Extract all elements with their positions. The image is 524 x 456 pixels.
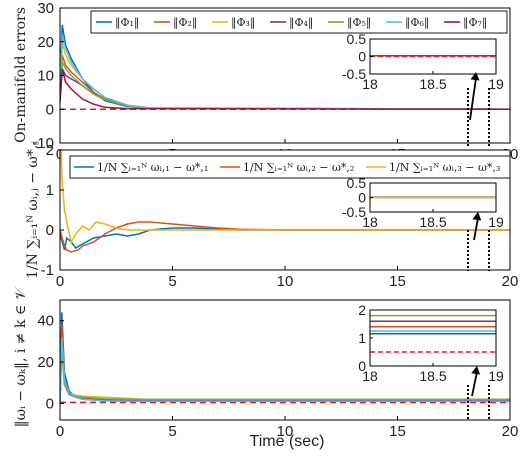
legend-2-label-3: 1/N ∑ᵢ₌₁ᴺ ωᵢ,₃ − ω*,₃ — [389, 161, 500, 174]
legend-1-label-5: ‖Φ₅‖ — [347, 16, 371, 30]
x-tick-label-3-2: 5 — [168, 423, 176, 440]
legend-1-entry-7: ‖Φ₇‖ — [444, 16, 487, 30]
legend-1-entry-2: ‖Φ₂‖ — [154, 16, 197, 30]
y-axis-label-3: ‖ωᵢ − ωₖ‖, i ≠ k ∈ 𝒱 — [13, 286, 29, 427]
x-tick-label-2-4: 15 — [389, 273, 406, 290]
y-axis-label-1: On-manifold errors — [13, 7, 29, 143]
inset-y-tick-label-1-2: 0 — [358, 49, 366, 65]
series-line-2-2 — [60, 221, 510, 253]
legend-1-label-4: ‖Φ₄‖ — [289, 16, 313, 30]
y-tick-label-3-3: 40 — [37, 313, 54, 330]
inset-x-tick-label-2-2: 18.5 — [419, 214, 446, 230]
legend-1-entry-1: ‖Φ₁‖ — [96, 16, 139, 30]
inset-x-tick-label-2-3: 19 — [488, 214, 504, 230]
legend-1-label-1: ‖Φ₁‖ — [115, 16, 139, 30]
y-tick-label-1-3: 10 — [37, 68, 54, 85]
legend-2: 1/N ∑ᵢ₌₁ᴺ ωᵢ,₁ − ω*,₁ 1/N ∑ᵢ₌₁ᴺ ωᵢ,₂ − ω… — [69, 155, 511, 179]
legend-2-label-2: 1/N ∑ᵢ₌₁ᴺ ωᵢ,₂ − ω*,₂ — [243, 161, 354, 174]
inset-y-tick-label-2-2: 0 — [358, 190, 366, 206]
y-tick-label-2-3: 1 — [46, 182, 54, 199]
inset-y-tick-label-3-1: 0 — [358, 358, 366, 374]
legend-1-entry-6: ‖Φ₆‖ — [386, 16, 429, 30]
y-tick-label-3-1: 0 — [46, 395, 54, 412]
zoom-arrowhead-1 — [470, 72, 480, 81]
inset-1: 18 18.5 19 -0.50 0.5 — [342, 31, 504, 92]
zoom-arrow-1 — [469, 77, 477, 121]
inset-2: 18 18.5 19 -0.500.5 — [342, 175, 504, 230]
inset-y-tick-label-1-3: 0.5 — [347, 31, 367, 47]
x-tick-label-3-4: 15 — [389, 423, 406, 440]
y-axis-label-2: 1/N ∑ᵢ₌₁ᴺ ωᵢ,ⱼ − ω*,ⱼ — [25, 141, 41, 279]
legend-1-label-6: ‖Φ₆‖ — [405, 16, 429, 30]
inset-y-tick-label-1-1: -0.5 — [342, 66, 366, 82]
inset-y-tick-label-3-3: 2 — [358, 302, 366, 318]
inset-x-tick-label-2-1: 18 — [362, 214, 378, 230]
x-tick-label-2-3: 10 — [277, 273, 294, 290]
y-tick-label-1-2: 0 — [46, 101, 54, 118]
legend-1-label-7: ‖Φ₇‖ — [463, 16, 487, 30]
y-tick-label-1-1: -10 — [32, 135, 54, 152]
x-axis-label: Time (sec) — [250, 433, 325, 450]
legend-1-label-3: ‖Φ₃‖ — [231, 16, 255, 30]
zoom-arrowhead-3 — [471, 366, 481, 375]
x-tick-label-3-5: 20 — [502, 423, 519, 440]
y-tick-label-2-4: 2 — [46, 142, 54, 159]
inset-x-tick-label-1-2: 18.5 — [419, 76, 446, 92]
legend-1-label-2: ‖Φ₂‖ — [173, 16, 197, 30]
legend-2-entry-2: 1/N ∑ᵢ₌₁ᴺ ωᵢ,₂ − ω*,₂ — [220, 161, 354, 174]
x-tick-label-2-2: 5 — [168, 273, 176, 290]
zoom-arrow-2 — [473, 217, 479, 241]
inset-y-tick-label-2-1: -0.5 — [342, 204, 366, 220]
y-tick-label-2-2: 0 — [46, 222, 54, 239]
inset-x-tick-label-1-3: 19 — [488, 76, 504, 92]
inset-x-tick-label-3-3: 19 — [488, 368, 504, 384]
series-line-1-7 — [60, 68, 510, 110]
series-line-3-6 — [60, 337, 510, 402]
x-tick-label-3-1: 0 — [56, 423, 64, 440]
inset-x-tick-label-1-1: 18 — [362, 76, 378, 92]
zoom-arrow-3 — [471, 371, 478, 397]
legend-2-entry-1: 1/N ∑ᵢ₌₁ᴺ ωᵢ,₁ − ω*,₁ — [74, 161, 208, 174]
legend-1-entry-3: ‖Φ₃‖ — [212, 16, 255, 30]
inset-y-tick-label-2-3: 0.5 — [347, 175, 367, 191]
legend-1: ‖Φ₁‖ ‖Φ₂‖ ‖Φ₃‖ ‖Φ₄‖ ‖Φ₅‖ ‖Φ₆‖ ‖Φ₇‖ — [90, 10, 508, 34]
y-tick-label-1-5: 30 — [37, 0, 54, 17]
legend-2-label-1: 1/N ∑ᵢ₌₁ᴺ ωᵢ,₁ − ω*,₁ — [97, 161, 208, 174]
inset-3: 18 18.5 19 0 1 2 — [358, 302, 504, 384]
y-tick-label-3-2: 20 — [37, 354, 54, 371]
inset-area-3 — [370, 310, 496, 366]
inset-x-tick-label-3-1: 18 — [362, 368, 378, 384]
inset-y-tick-label-3-2: 1 — [358, 330, 366, 346]
y-tick-label-1-4: 20 — [37, 34, 54, 51]
zoom-arrowhead-2 — [472, 212, 482, 221]
legend-1-entry-5: ‖Φ₅‖ — [328, 16, 371, 30]
series-line-2-3 — [60, 150, 510, 245]
x-tick-label-3-3: 10 — [277, 423, 294, 440]
inset-x-tick-label-3-2: 18.5 — [419, 368, 446, 384]
legend-2-entry-3: 1/N ∑ᵢ₌₁ᴺ ωᵢ,₃ − ω*,₃ — [366, 161, 500, 174]
legend-1-entry-4: ‖Φ₄‖ — [270, 16, 313, 30]
x-tick-label-2-5: 20 — [502, 273, 519, 290]
y-tick-label-2-1: -1 — [41, 262, 54, 279]
x-tick-label-2-1: 0 — [56, 273, 64, 290]
